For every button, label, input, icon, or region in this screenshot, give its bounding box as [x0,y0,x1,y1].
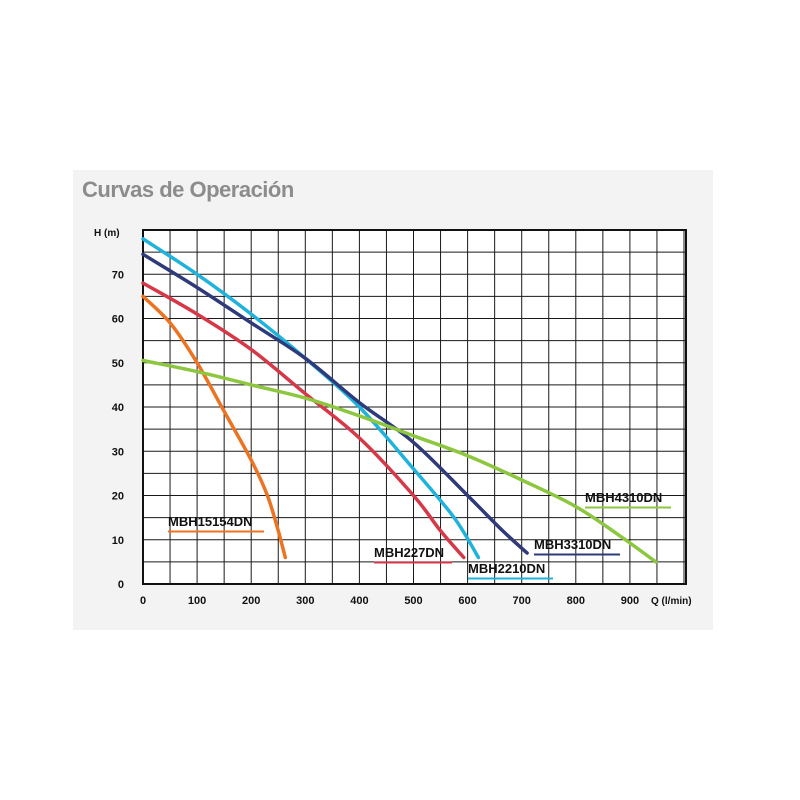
series-labels: MBH15154DN MBH227DN MBH2210DN MBH3310DN … [168,490,671,580]
y-tick-label: 70 [112,269,124,281]
curve-mbh3310dn [141,252,529,555]
y-tick-label: 30 [112,446,124,458]
x-tick-label: 700 [513,595,531,607]
curve-mbh15154dn [141,294,288,560]
axes: H (m) Q (l/min) 0 100 200 300 400 500 600 700 80… [94,228,692,607]
plot-frame [142,229,687,585]
x-tick-label: 600 [458,595,476,607]
x-axis-title: Q (l/min) [651,596,692,607]
curve-mbh227dn [141,281,466,560]
x-tick-label: 300 [296,595,314,607]
y-tick-label: 10 [112,535,124,547]
x-tick-label: 800 [567,595,585,607]
series-label-mbh4310dn: MBH4310DN [585,490,662,505]
curves [141,237,658,564]
y-tick-label: 40 [112,402,124,414]
series-label-mbh15154dn: MBH15154DN [168,514,253,529]
series-label-mbh227dn: MBH227DN [374,545,444,560]
series-label-mbh3310dn: MBH3310DN [534,537,611,552]
grid [142,229,687,585]
x-tick-label: 500 [404,595,422,607]
x-tick-label: 900 [621,595,639,607]
x-tick-label: 0 [140,595,146,607]
y-tick-label: 0 [118,579,124,591]
series-label-mbh2210dn: MBH2210DN [468,561,545,576]
x-tick-label: 100 [188,595,206,607]
y-axis-title: H (m) [94,228,120,239]
y-tick-label: 20 [112,491,124,503]
y-tick-label: 60 [112,314,124,326]
x-tick-label: 400 [350,595,368,607]
x-tick-label: 200 [242,595,260,607]
curve-mbh4310dn [141,358,658,564]
y-tick-label: 50 [112,358,124,370]
chart-title: Curvas de Operación [82,177,294,202]
